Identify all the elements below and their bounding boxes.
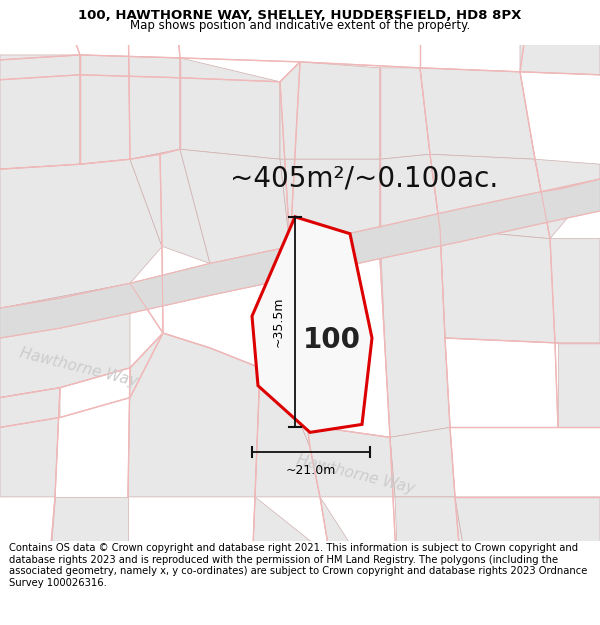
- Polygon shape: [0, 55, 80, 169]
- Polygon shape: [255, 368, 320, 497]
- Polygon shape: [130, 149, 210, 264]
- Polygon shape: [280, 62, 380, 159]
- Polygon shape: [320, 497, 400, 621]
- Text: Hawthorne Way: Hawthorne Way: [295, 452, 416, 496]
- Polygon shape: [0, 388, 60, 497]
- Text: Contains OS data © Crown copyright and database right 2021. This information is : Contains OS data © Crown copyright and d…: [9, 543, 587, 588]
- Text: ~405m²/~0.100ac.: ~405m²/~0.100ac.: [230, 164, 498, 192]
- Polygon shape: [280, 159, 380, 247]
- Text: 100: 100: [303, 326, 361, 354]
- Polygon shape: [290, 398, 395, 497]
- Polygon shape: [558, 343, 600, 428]
- Polygon shape: [380, 227, 450, 438]
- Text: 100, HAWTHORNE WAY, SHELLEY, HUDDERSFIELD, HD8 8PX: 100, HAWTHORNE WAY, SHELLEY, HUDDERSFIEL…: [79, 9, 521, 22]
- Polygon shape: [0, 283, 130, 398]
- Polygon shape: [535, 159, 600, 239]
- Text: Map shows position and indicative extent of the property.: Map shows position and indicative extent…: [130, 19, 470, 32]
- Text: ~35.5m: ~35.5m: [272, 297, 285, 348]
- Polygon shape: [180, 149, 290, 264]
- Polygon shape: [128, 333, 260, 497]
- Polygon shape: [390, 428, 455, 497]
- Polygon shape: [430, 154, 550, 239]
- Polygon shape: [380, 154, 440, 229]
- Polygon shape: [45, 497, 128, 621]
- Polygon shape: [0, 159, 162, 308]
- Polygon shape: [455, 497, 600, 556]
- Polygon shape: [440, 229, 600, 343]
- Polygon shape: [520, 0, 600, 75]
- Polygon shape: [0, 388, 60, 428]
- Text: Hawthorne Way: Hawthorne Way: [18, 346, 139, 390]
- Text: ~21.0m: ~21.0m: [286, 464, 336, 477]
- Polygon shape: [80, 55, 180, 164]
- Polygon shape: [0, 179, 600, 338]
- Polygon shape: [180, 58, 280, 159]
- Polygon shape: [420, 68, 535, 159]
- Polygon shape: [252, 217, 372, 432]
- Polygon shape: [380, 68, 430, 159]
- Polygon shape: [395, 497, 465, 621]
- Polygon shape: [250, 497, 340, 621]
